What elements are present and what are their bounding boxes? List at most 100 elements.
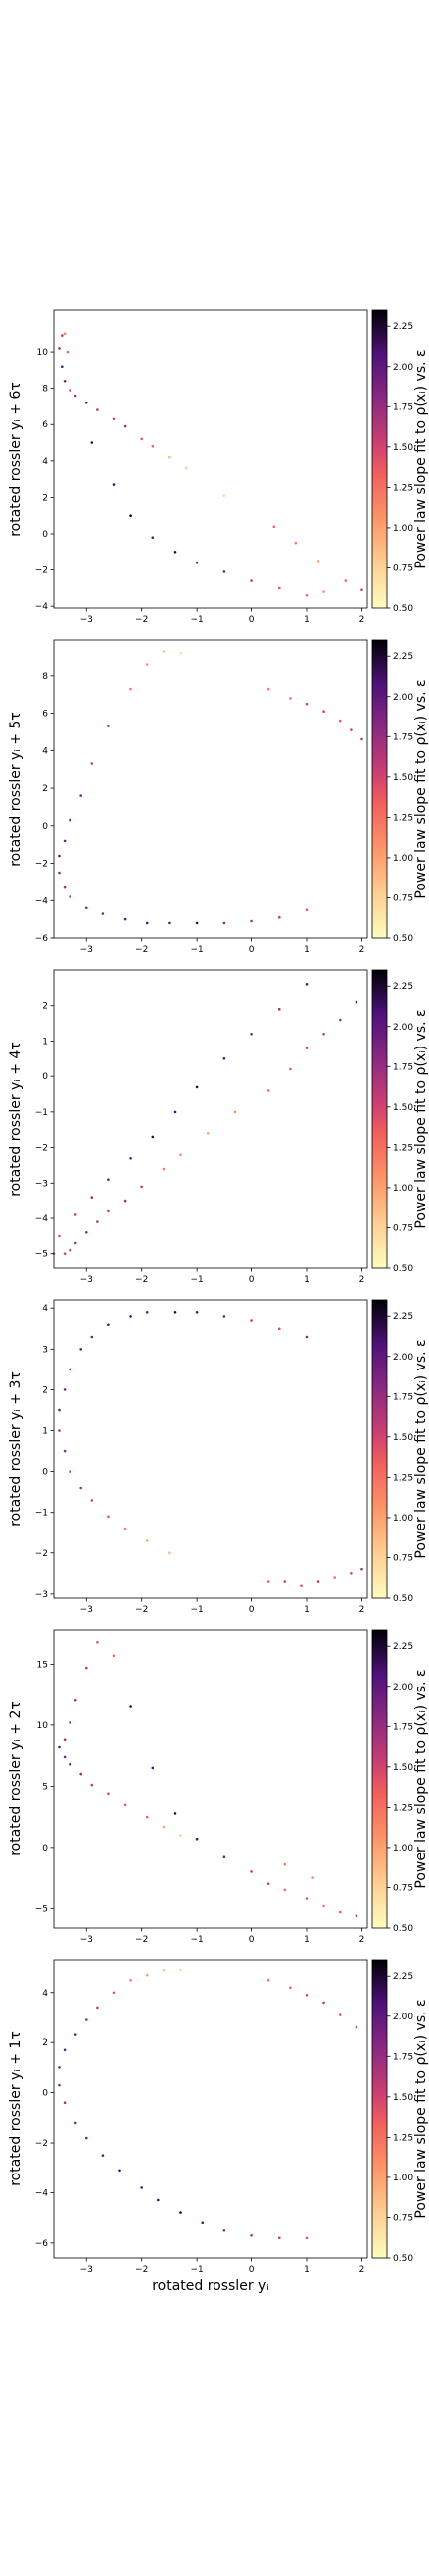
- colorbar: 0.50 0.75 1.00 1.25 1.50 1.75 2.00 2.25 Power la…: [371, 1959, 429, 2264]
- data-point: [162, 1167, 166, 1171]
- data-point: [305, 983, 309, 986]
- y-tick-label: 0: [42, 2089, 48, 2099]
- data-point: [79, 1772, 82, 1776]
- data-point: [305, 908, 309, 911]
- data-point: [107, 1515, 110, 1519]
- colorbar-tick-label: 1.00: [393, 1184, 413, 1194]
- y-tick-label: 4: [42, 746, 48, 756]
- data-point: [69, 1721, 72, 1724]
- data-point: [266, 1089, 270, 1092]
- data-point: [63, 2048, 67, 2052]
- colorbar-tick-label: 2.00: [393, 363, 413, 373]
- x-tick-label: 1: [304, 1605, 310, 1615]
- data-point: [289, 697, 292, 700]
- data-point: [250, 1319, 253, 1322]
- data-point: [168, 1551, 171, 1555]
- y-tick-label: −4: [35, 896, 49, 906]
- colorbar-tick-label: 1.25: [393, 1803, 413, 1813]
- y-tick-label: 2: [42, 784, 48, 794]
- data-point: [222, 1855, 226, 1858]
- y-axis-label: rotated rossler yᵢ + 4τ: [8, 1042, 24, 1197]
- y-tick-label: 0: [42, 1468, 48, 1478]
- colorbar-tick-label: 1.50: [393, 443, 413, 453]
- data-point: [107, 1323, 110, 1326]
- data-point: [123, 917, 127, 921]
- data-point: [206, 1132, 210, 1135]
- plot-area: [53, 969, 368, 1269]
- y-tick-label: −5: [35, 1904, 48, 1914]
- colorbar-tick-label: 2.25: [393, 982, 413, 992]
- panel-1: −3 −2 −1 0 1 2 −4 −2 0 2 4 6 8 10 rotated rossler yᵢ +…: [8, 309, 429, 625]
- data-point: [222, 494, 226, 497]
- y-tick-label: 2: [42, 493, 48, 503]
- colorbar-tick-label: 1.00: [393, 1514, 413, 1524]
- colorbar-gradient: [371, 309, 388, 609]
- plot-area: [53, 1629, 368, 1929]
- data-point: [355, 2025, 358, 2029]
- data-point: [305, 2236, 309, 2240]
- data-point: [322, 2001, 325, 2005]
- colorbar-tick-label: 1.50: [393, 1763, 413, 1773]
- data-point: [90, 1499, 94, 1502]
- data-point: [90, 762, 94, 765]
- data-point: [96, 2006, 99, 2010]
- data-point: [63, 1388, 67, 1391]
- x-tick-label: 2: [359, 2265, 365, 2275]
- panel-6: −3 −2 −1 0 1 2 −6 −4 −2 0 2 4 rotated rossler yᵢ + 1…: [8, 1959, 429, 2275]
- data-point: [173, 1812, 177, 1815]
- data-point: [69, 389, 72, 392]
- data-point: [145, 1815, 149, 1819]
- colorbar-tick-label: 2.00: [393, 693, 413, 703]
- scatter-series: [58, 332, 363, 597]
- colorbar-tick-label: 1.00: [393, 1844, 413, 1853]
- x-tick-label: 2: [359, 615, 365, 625]
- y-axis-label: rotated rossler yᵢ + 1τ: [8, 2031, 24, 2186]
- data-point: [278, 1327, 281, 1331]
- data-point: [272, 525, 276, 528]
- data-point: [145, 1973, 149, 1977]
- colorbar-tick-label: 1.25: [393, 1473, 413, 1483]
- y-tick-label: −3: [35, 1179, 48, 1189]
- data-point: [90, 441, 94, 444]
- x-tick-label: 1: [304, 2265, 310, 2275]
- data-point: [305, 1046, 309, 1049]
- y-tick-label: 8: [42, 385, 48, 395]
- colorbar: 0.50 0.75 1.00 1.25 1.50 1.75 2.00 2.25 Power la…: [371, 969, 429, 1274]
- data-point: [96, 1220, 99, 1223]
- data-point: [233, 1110, 237, 1114]
- scatter-series: [52, 983, 358, 1255]
- colorbar-label: Power law slope fit to ρ(xᵢ) vs. ε: [413, 679, 429, 898]
- data-point: [289, 1986, 292, 1989]
- y-tick-label: −5: [35, 1250, 48, 1260]
- data-point: [73, 1241, 77, 1245]
- x-tick-label: 0: [249, 2265, 255, 2275]
- y-tick-label: −2: [35, 1549, 48, 1559]
- data-point: [79, 1486, 82, 1490]
- data-point: [339, 719, 342, 723]
- y-tick-label: 6: [42, 420, 48, 430]
- x-tick-label: 1: [304, 1275, 310, 1285]
- y-tick-label: −1: [35, 1509, 48, 1519]
- data-point: [112, 483, 116, 486]
- data-point: [250, 2234, 253, 2237]
- colorbar-label: Power law slope fit to ρ(xᵢ) vs. ε: [413, 1339, 429, 1558]
- y-tick-label: 1: [42, 1427, 48, 1437]
- y-tick-label: −4: [35, 2188, 49, 2198]
- data-point: [344, 579, 348, 582]
- y-tick-label: 2: [42, 2038, 48, 2048]
- colorbar-tick-label: 1.25: [393, 2133, 413, 2143]
- data-point: [305, 702, 309, 706]
- colorbar-tick-label: 0.50: [393, 1594, 413, 1604]
- colorbar-tick-label: 2.00: [393, 1353, 413, 1363]
- data-point: [79, 1348, 82, 1351]
- x-tick-label: 2: [359, 1605, 365, 1615]
- x-tick-label: 2: [359, 1275, 365, 1285]
- data-point: [58, 2066, 61, 2069]
- x-tick-label: −1: [190, 2265, 203, 2275]
- colorbar-tick-label: 0.75: [393, 1553, 413, 1563]
- colorbar-tick-label: 2.25: [393, 322, 413, 332]
- colorbar: 0.50 0.75 1.00 1.25 1.50 1.75 2.00 2.25 Power la…: [371, 639, 429, 944]
- data-point: [195, 921, 199, 925]
- data-point: [289, 1067, 292, 1071]
- colorbar-tick-label: 0.75: [393, 564, 413, 573]
